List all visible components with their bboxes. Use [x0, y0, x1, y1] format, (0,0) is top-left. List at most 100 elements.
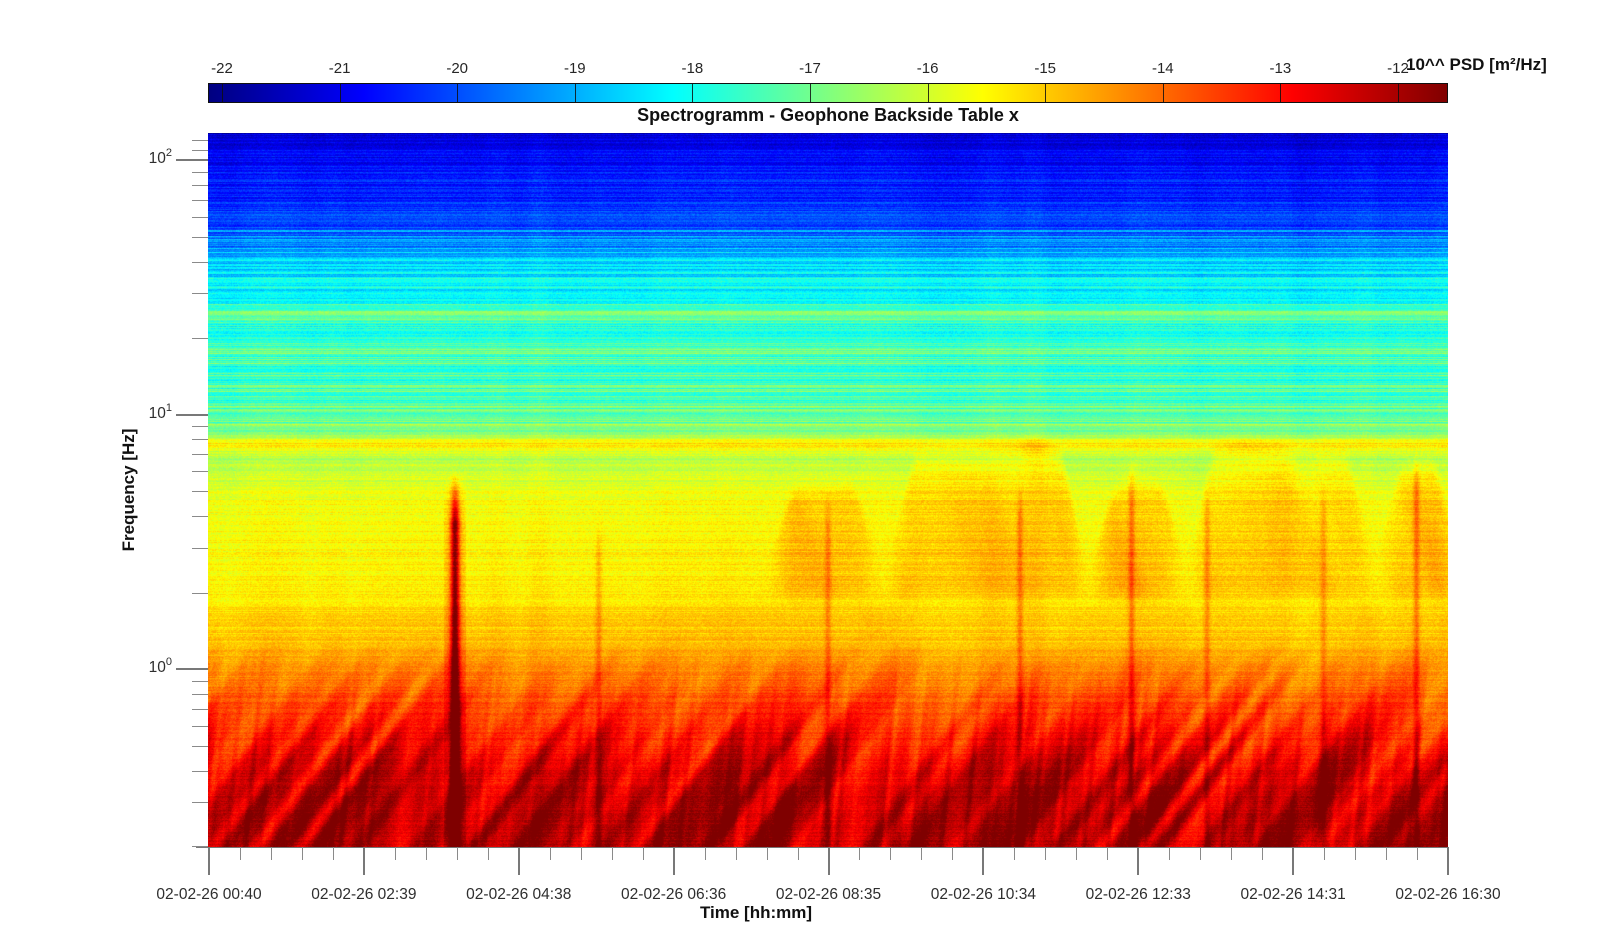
y-axis-tick-minor [192, 426, 208, 428]
colorbar-tick-label: -15 [1034, 60, 1057, 77]
y-axis-tick-minor [192, 236, 208, 238]
y-axis-tick-minor [192, 592, 208, 594]
colorbar-tick-label: -18 [681, 60, 704, 77]
y-axis-tick-minor [192, 802, 208, 804]
x-axis-tick-major [517, 847, 520, 875]
colorbar-tick [1045, 84, 1047, 102]
x-axis-tick-minor [270, 847, 272, 860]
colorbar-tick-label: -17 [799, 60, 821, 77]
x-axis-tick-minor [301, 847, 303, 860]
x-axis-tick-label: 02-02-26 14:31 [1240, 886, 1346, 903]
y-axis-tick-minor [192, 454, 208, 456]
y-axis-tick-minor [192, 439, 208, 441]
colorbar-tick-label: -22 [211, 60, 233, 77]
x-axis-tick-minor [1076, 847, 1078, 860]
x-axis-tick-minor [1417, 847, 1419, 860]
x-axis-tick-minor [1324, 847, 1326, 860]
y-axis-tick-minor [192, 216, 208, 218]
y-axis-tick-minor [192, 770, 208, 772]
x-axis-tick-major [362, 847, 365, 875]
colorbar-tick [1162, 84, 1164, 102]
x-axis-tick-major [982, 847, 985, 875]
x-axis-tick-label: 02-02-26 04:38 [466, 886, 572, 903]
x-axis-tick-major [1137, 847, 1140, 875]
colorbar-tick [810, 84, 811, 102]
x-axis-tick-label: 02-02-26 12:33 [1085, 886, 1191, 903]
x-axis-tick-minor [549, 847, 551, 860]
colorbar-unit-label: 10^^ PSD [m²/Hz] [1406, 55, 1547, 74]
x-axis-tick-minor [1200, 847, 1202, 860]
x-axis-tick-label: 02-02-26 06:36 [621, 886, 727, 903]
x-axis-tick-minor [239, 847, 241, 860]
y-axis-tick-minor [192, 338, 208, 340]
x-axis-tick-minor [456, 847, 458, 860]
y-axis-tick-minor [192, 547, 208, 549]
x-axis-tick-minor [425, 847, 427, 860]
y-axis-tick-minor [192, 693, 208, 695]
colorbar-tick-label: -16 [916, 60, 939, 77]
x-axis-tick-label: 02-02-26 02:39 [311, 886, 417, 903]
x-axis-tick-minor [952, 847, 954, 860]
colorbar-tick [339, 84, 341, 102]
y-axis-tick-major [176, 668, 208, 671]
x-axis-tick-minor [797, 847, 799, 860]
colorbar-tick-label: -14 [1151, 60, 1174, 77]
y-axis-tick-minor [192, 846, 208, 847]
x-axis-tick-minor [921, 847, 923, 860]
x-axis-tick-major [672, 847, 675, 875]
x-axis-tick-minor [1045, 847, 1047, 860]
x-axis-tick-minor [1386, 847, 1388, 860]
x-axis-tick-major [208, 847, 210, 875]
y-axis-tick-minor [192, 171, 208, 173]
colorbar-tick-label: -19 [563, 60, 586, 77]
colorbar-tick-label: -20 [446, 60, 469, 77]
colorbar-tick [1398, 84, 1399, 102]
x-axis-tick-minor [859, 847, 861, 860]
x-axis-tick-minor [1169, 847, 1171, 860]
x-axis-tick-label: 02-02-26 16:30 [1395, 886, 1501, 903]
y-axis-tick-minor [192, 708, 208, 710]
y-axis-tick-minor [192, 725, 208, 727]
y-axis-label: Frequency [Hz] [119, 428, 138, 552]
colorbar-gradient [208, 83, 1448, 103]
x-axis-tick-minor [487, 847, 489, 860]
y-axis-tick-label: 101 [148, 401, 172, 422]
x-axis-tick-major [827, 847, 830, 875]
y-axis-tick-major [176, 413, 208, 416]
x-axis-tick-minor [1231, 847, 1233, 860]
y-axis-tick-label: 102 [148, 147, 172, 168]
x-axis-tick-minor [1262, 847, 1264, 860]
x-axis-tick-label: 02-02-26 10:34 [930, 886, 1036, 903]
x-axis-tick-minor [332, 847, 334, 860]
x-axis-line [196, 847, 1448, 848]
x-axis-tick-minor [1355, 847, 1357, 860]
x-axis-tick-minor [394, 847, 396, 860]
x-axis-tick-minor [1107, 847, 1109, 860]
colorbar-tick-label: -13 [1269, 60, 1292, 77]
colorbar-tick [574, 84, 576, 102]
y-axis-tick-major [176, 159, 208, 162]
x-axis-tick-label: 02-02-26 08:35 [775, 886, 882, 903]
x-axis-label: Time [hh:mm] [699, 903, 813, 922]
colorbar-tick-label: -12 [1387, 60, 1409, 77]
colorbar-tick-label: -21 [328, 60, 351, 77]
y-axis-tick-minor [192, 261, 208, 263]
y-axis-tick-label: 100 [148, 656, 172, 677]
colorbar-tick [927, 84, 929, 102]
colorbar-tick [1280, 84, 1282, 102]
x-axis-tick-minor [1014, 847, 1016, 860]
x-axis-tick-minor [580, 847, 582, 860]
y-axis-tick-minor [192, 140, 208, 142]
chart-title: Spectrogramm - Geophone Backside Table x [637, 105, 1019, 125]
x-axis-tick-major [1292, 847, 1295, 875]
y-axis-tick-minor [192, 745, 208, 747]
y-axis-tick-minor [192, 293, 208, 295]
y-axis-tick-minor [192, 149, 208, 151]
colorbar-tick [692, 84, 694, 102]
x-axis-tick-label: 02-02-26 00:40 [156, 886, 262, 903]
y-axis-tick-minor [192, 184, 208, 186]
y-axis-tick-minor [192, 680, 208, 682]
colorbar-tick [222, 84, 223, 102]
y-axis-tick-minor [192, 491, 208, 493]
x-axis-tick-minor [704, 847, 706, 860]
